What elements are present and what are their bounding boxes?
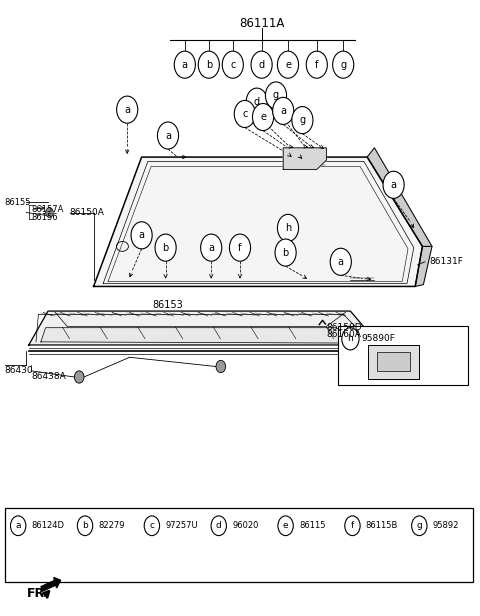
- Text: a: a: [280, 106, 286, 116]
- Circle shape: [201, 234, 222, 261]
- Text: b: b: [282, 248, 289, 257]
- Circle shape: [265, 82, 287, 109]
- Circle shape: [211, 516, 227, 535]
- Text: a: a: [208, 243, 214, 253]
- Text: h: h: [348, 334, 353, 343]
- Circle shape: [144, 516, 159, 535]
- Circle shape: [330, 248, 351, 275]
- Text: 86156: 86156: [31, 213, 58, 222]
- Text: g: g: [300, 115, 305, 125]
- Circle shape: [229, 234, 251, 261]
- Text: 86430: 86430: [5, 367, 34, 375]
- Text: f: f: [238, 243, 242, 253]
- Text: 86150A: 86150A: [70, 208, 105, 217]
- Circle shape: [273, 97, 294, 124]
- Text: b: b: [82, 521, 88, 530]
- Text: FR.: FR.: [26, 586, 49, 600]
- Text: g: g: [273, 91, 279, 100]
- Circle shape: [251, 51, 272, 78]
- Circle shape: [342, 328, 359, 350]
- Circle shape: [412, 516, 427, 535]
- Circle shape: [333, 51, 354, 78]
- Text: h: h: [285, 223, 291, 233]
- Circle shape: [278, 516, 293, 535]
- Circle shape: [234, 100, 255, 128]
- Text: 86160A: 86160A: [326, 330, 361, 339]
- Text: c: c: [230, 60, 236, 70]
- Text: a: a: [15, 521, 21, 530]
- Circle shape: [292, 107, 313, 134]
- Text: 97257U: 97257U: [165, 521, 198, 530]
- Circle shape: [306, 51, 327, 78]
- Text: 86115B: 86115B: [366, 521, 398, 530]
- Circle shape: [131, 222, 152, 249]
- Circle shape: [222, 51, 243, 78]
- Text: 86157A: 86157A: [31, 205, 63, 214]
- Circle shape: [77, 516, 93, 535]
- Circle shape: [174, 51, 195, 78]
- FancyBboxPatch shape: [377, 352, 410, 371]
- Polygon shape: [41, 328, 367, 343]
- Text: a: a: [182, 60, 188, 70]
- Text: 86153: 86153: [153, 300, 183, 310]
- Text: c: c: [242, 109, 248, 119]
- FancyArrow shape: [41, 578, 60, 591]
- Text: 86115: 86115: [299, 521, 325, 530]
- Polygon shape: [367, 148, 432, 246]
- FancyBboxPatch shape: [368, 345, 419, 379]
- Text: f: f: [351, 521, 354, 530]
- Text: a: a: [139, 230, 144, 240]
- Circle shape: [275, 239, 296, 266]
- Text: b: b: [162, 243, 169, 253]
- Circle shape: [155, 234, 176, 261]
- Circle shape: [216, 360, 226, 373]
- Polygon shape: [283, 148, 326, 169]
- Text: 95890F: 95890F: [361, 334, 396, 343]
- Circle shape: [252, 103, 274, 131]
- Text: a: a: [124, 105, 130, 115]
- FancyBboxPatch shape: [338, 326, 468, 385]
- Circle shape: [117, 96, 138, 123]
- Text: d: d: [216, 521, 222, 530]
- Text: e: e: [260, 112, 266, 122]
- Polygon shape: [94, 157, 422, 286]
- Text: 96020: 96020: [232, 521, 259, 530]
- Text: 82279: 82279: [98, 521, 125, 530]
- Text: c: c: [149, 521, 155, 530]
- Circle shape: [246, 88, 267, 115]
- Text: 86131F: 86131F: [430, 257, 464, 266]
- Circle shape: [198, 51, 219, 78]
- Circle shape: [157, 122, 179, 149]
- Text: 86150D: 86150D: [326, 323, 362, 332]
- Polygon shape: [29, 311, 379, 345]
- Text: 86155: 86155: [5, 198, 31, 206]
- Text: a: a: [338, 257, 344, 267]
- Text: 86438A: 86438A: [31, 373, 66, 381]
- Text: f: f: [315, 60, 319, 70]
- Circle shape: [46, 208, 53, 217]
- Text: b: b: [205, 60, 212, 70]
- Text: e: e: [283, 521, 288, 530]
- Text: 95892: 95892: [432, 521, 459, 530]
- Text: 86124D: 86124D: [32, 521, 64, 530]
- FancyBboxPatch shape: [5, 508, 473, 582]
- Text: d: d: [254, 97, 260, 107]
- Text: g: g: [417, 521, 422, 530]
- Circle shape: [11, 516, 26, 535]
- Text: d: d: [259, 60, 264, 70]
- Circle shape: [277, 51, 299, 78]
- Circle shape: [345, 516, 360, 535]
- Text: a: a: [165, 131, 171, 140]
- Circle shape: [74, 371, 84, 383]
- Text: a: a: [391, 180, 396, 190]
- Polygon shape: [415, 246, 432, 286]
- Circle shape: [277, 214, 299, 241]
- Circle shape: [383, 171, 404, 198]
- Text: g: g: [340, 60, 346, 70]
- Text: 86111A: 86111A: [239, 17, 284, 30]
- Text: e: e: [285, 60, 291, 70]
